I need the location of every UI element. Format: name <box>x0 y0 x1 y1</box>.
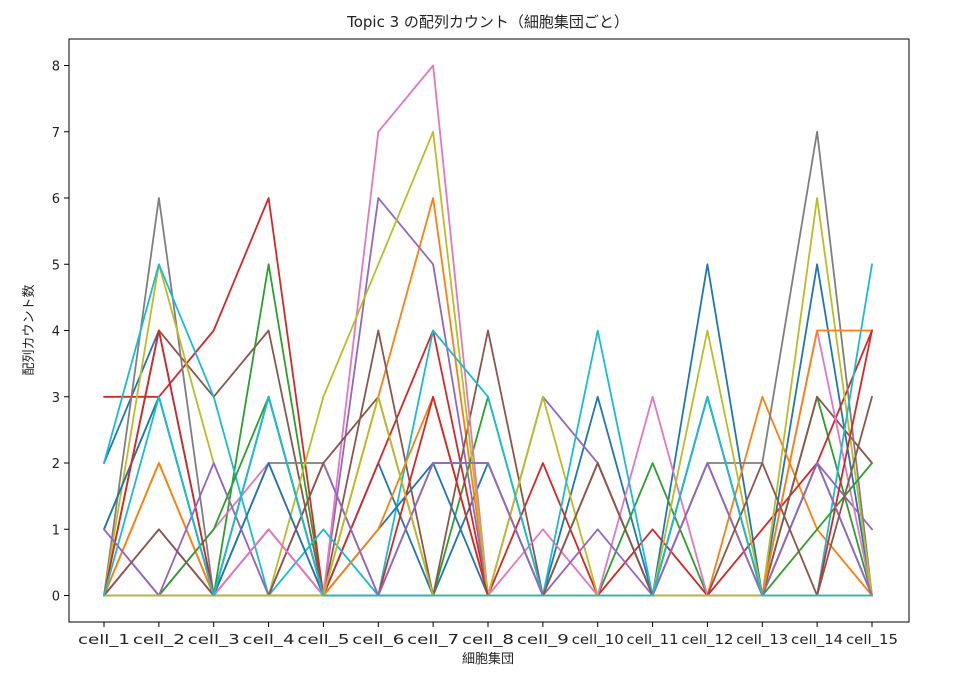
y-tick-label: 3 <box>52 391 60 406</box>
x-tick-label: cell_4 <box>243 633 295 648</box>
chart-title: Topic 3 の配列カウント（細胞集団ごと） <box>346 13 629 31</box>
x-tick-label: cell_11 <box>627 633 679 648</box>
y-tick-label: 1 <box>52 523 60 538</box>
x-tick-label: cell_14 <box>791 633 843 648</box>
x-tick-label: cell_9 <box>517 633 569 648</box>
x-tick-label: cell_8 <box>462 633 514 648</box>
y-axis: 0 1 2 3 4 5 6 7 8 <box>52 60 69 605</box>
series-line-15 <box>103 462 873 597</box>
x-tick-label: cell_2 <box>133 633 185 648</box>
y-tick-label: 5 <box>52 258 60 273</box>
x-tick-label: cell_1 <box>78 633 130 648</box>
x-tick-label: cell_13 <box>736 633 788 648</box>
y-tick-label: 8 <box>52 60 60 75</box>
y-tick-label: 2 <box>52 457 60 472</box>
x-tick-label: cell_5 <box>297 633 349 648</box>
x-axis-label: 細胞集団 <box>462 651 514 667</box>
x-tick-label: cell_7 <box>407 633 459 648</box>
y-axis-label: 配列カウント数 <box>22 284 37 375</box>
x-axis: cell_1 cell_2 cell_3 cell_4 cell_5 cell_6 cell… <box>78 622 898 648</box>
y-tick-label: 7 <box>52 126 60 141</box>
series-line-20 <box>103 395 873 597</box>
x-tick-label: cell_6 <box>352 633 404 648</box>
x-tick-label: cell_15 <box>846 633 898 648</box>
x-tick-label: cell_12 <box>681 633 733 648</box>
x-tick-label: cell_10 <box>572 633 624 648</box>
y-tick-label: 6 <box>52 192 60 207</box>
plot-area <box>103 64 873 597</box>
y-tick-label: 4 <box>52 325 60 340</box>
y-tick-label: 0 <box>52 590 60 605</box>
x-tick-label: cell_3 <box>188 633 240 648</box>
